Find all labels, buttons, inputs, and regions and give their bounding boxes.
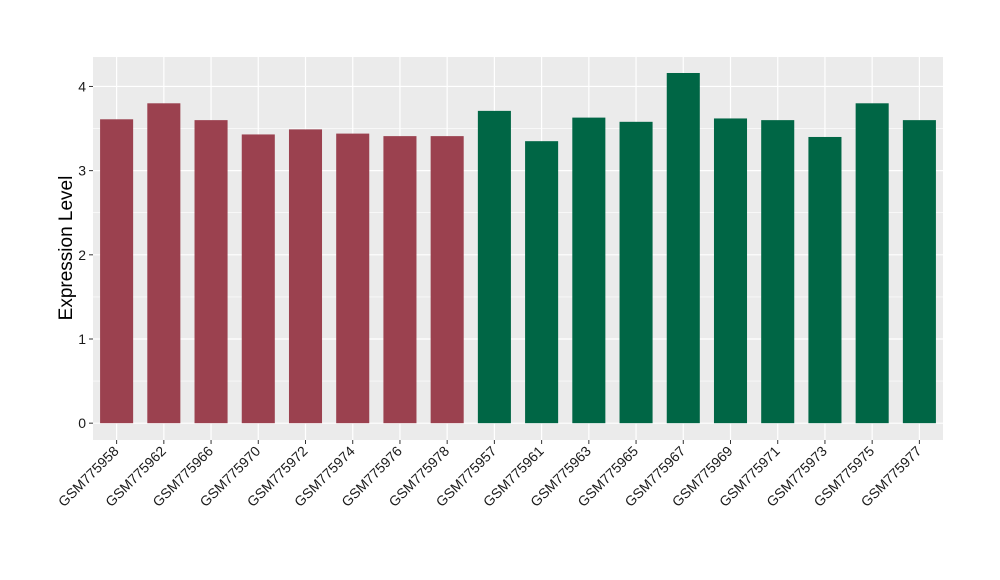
bar-GSM775977 [902,120,936,424]
plot-panel [93,57,943,440]
bar-GSM775970 [241,134,275,424]
y-tick-label: 0 [78,415,86,431]
bar-GSM775971 [761,120,795,424]
bars [100,72,936,424]
bar-GSM775976 [383,136,417,424]
bar-GSM775974 [336,133,370,424]
bar-GSM775966 [194,120,228,424]
y-tick-label: 3 [78,163,86,179]
bar-GSM775978 [430,136,464,424]
bar-GSM775962 [147,103,181,424]
bar-GSM775965 [619,121,653,424]
bar-GSM775957 [477,110,511,424]
bar-GSM775975 [855,103,889,424]
bar-GSM775972 [288,129,323,424]
bar-GSM775973 [808,136,842,424]
bar-GSM775963 [572,117,606,424]
bar-GSM775967 [666,72,700,424]
bar-GSM775958 [100,119,134,424]
bar-GSM775961 [525,141,559,424]
bar-GSM775969 [713,118,748,424]
y-tick-label: 4 [78,78,86,94]
y-tick-label: 1 [78,331,86,347]
y-axis-title: Expression Level [56,176,77,321]
y-tick-label: 2 [78,247,86,263]
y-axis: 0 1 2 3 4 [78,78,93,431]
x-axis: GSM775958GSM775962GSM775966GSM775970GSM7… [55,440,925,510]
